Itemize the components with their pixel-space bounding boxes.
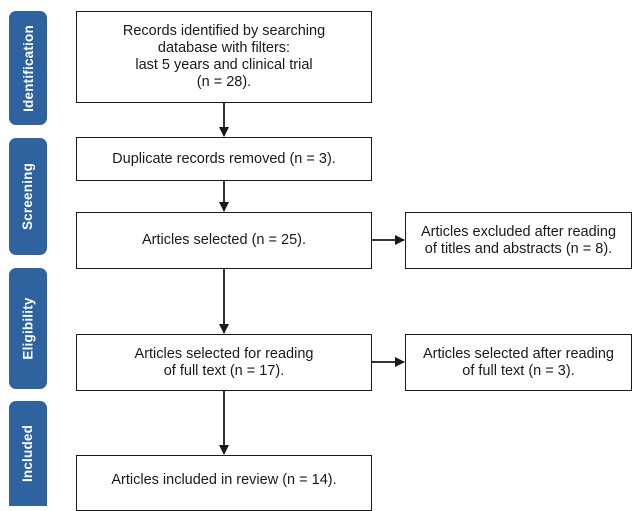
- box-articles-selected: Articles selected (n = 25).: [76, 212, 372, 269]
- box-selected-after-reading: Articles selected after reading of full …: [405, 334, 632, 391]
- box-articles-included: Articles included in review (n = 14).: [76, 455, 372, 511]
- box-text-line: Articles selected for reading: [134, 345, 314, 362]
- phase-screening: Screening: [9, 138, 47, 255]
- box-records-identified: Records identified by searching database…: [76, 11, 372, 103]
- box-duplicates-removed: Duplicate records removed (n = 3).: [76, 137, 372, 181]
- phase-eligibility: Eligibility: [9, 268, 47, 389]
- box-text-line: Articles excluded after reading: [420, 223, 617, 240]
- box-text-line: of full text (n = 3).: [462, 362, 575, 379]
- box-articles-excluded: Articles excluded after reading of title…: [405, 212, 632, 269]
- box-text-line: database with filters:: [157, 40, 291, 56]
- box-text-line: Articles selected (n = 25).: [141, 232, 306, 248]
- box-text-line: Duplicate records removed (n = 3).: [112, 150, 336, 167]
- box-full-text-reading: Articles selected for reading of full te…: [76, 334, 372, 391]
- box-text-line: last 5 years and clinical trial: [135, 57, 313, 73]
- phase-identification: Identification: [9, 11, 47, 125]
- phase-included: Included: [9, 401, 47, 506]
- box-text-line: of titles and abstracts (n = 8).: [424, 240, 613, 257]
- box-text-line: Articles included in review (n = 14).: [111, 471, 337, 488]
- box-text-line: Records identified by searching: [122, 23, 326, 39]
- box-text-line: (n = 28).: [196, 74, 252, 90]
- box-text-line: Articles selected after reading: [422, 345, 614, 362]
- box-text-line: of full text (n = 17).: [163, 362, 285, 379]
